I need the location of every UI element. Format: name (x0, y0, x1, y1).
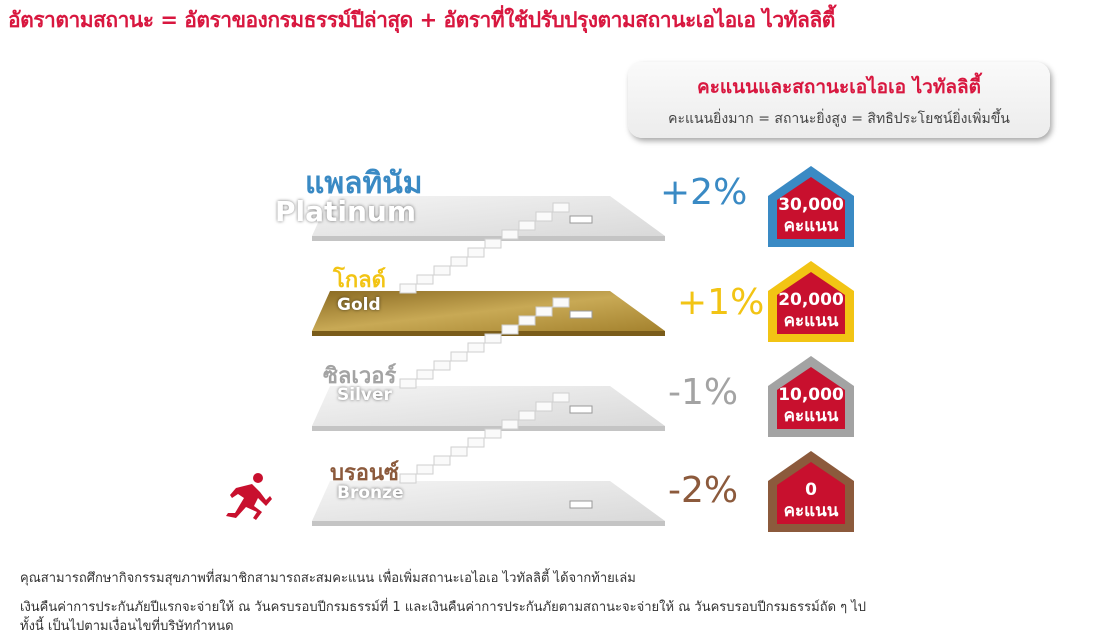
stair-step (450, 446, 468, 457)
tier-adjustment: +1% (677, 282, 765, 323)
stair-step (433, 360, 451, 371)
tier-name-en: Silver (337, 385, 392, 405)
tier-adjustment: -1% (668, 372, 739, 413)
tier-adjustment: +2% (660, 172, 748, 213)
tier-plane-edge (312, 521, 665, 526)
tier-name-en: Bronze (337, 483, 404, 503)
stair-opening (569, 405, 593, 414)
tier-name-en: Platinum (275, 195, 417, 228)
stair-step (484, 238, 502, 249)
stair-step (467, 342, 485, 353)
tier-name-en: Gold (337, 295, 381, 315)
running-person-icon (226, 473, 272, 520)
points-unit: คะแนน (783, 501, 839, 521)
tier-adjustment: -2% (668, 470, 739, 511)
page-title: อัตราตามสถานะ = อัตราของกรมธรรม์ปีล่าสุด… (8, 8, 835, 32)
points-house-badge: 30,000 คะแนน (765, 163, 857, 249)
points-house-badge: 10,000 คะแนน (765, 353, 857, 439)
points-unit: คะแนน (783, 216, 839, 236)
stair-step (450, 351, 468, 362)
points-house-badge: 0 คะแนน (765, 448, 857, 534)
tier-plane-platinum (312, 196, 665, 236)
stair-step (518, 410, 536, 421)
tier-name-th: โกลด์ (333, 268, 386, 293)
points-unit: คะแนน (783, 406, 839, 426)
points-value: 30,000 (778, 195, 844, 215)
stair-step (399, 473, 417, 484)
points-value: 10,000 (778, 385, 844, 405)
footer-note-1: คุณสามารถศึกษากิจกรรมสุขภาพที่สมาชิกสามา… (20, 571, 636, 586)
tier-plane-bronze (312, 481, 665, 521)
stair-step (535, 211, 553, 222)
stair-step (501, 419, 519, 430)
info-box-subtitle: คะแนนยิ่งมาก = สถานะยิ่งสูง = สิทธิประโย… (668, 111, 1010, 127)
stair-step (433, 455, 451, 466)
tier-name-th: แพลทินัม (305, 166, 423, 201)
tier-name-th: ซิลเวอร์ (323, 364, 397, 389)
stair-step (467, 247, 485, 258)
stair-step (416, 464, 434, 475)
stair-opening (569, 215, 593, 224)
points-value: 0 (805, 480, 817, 500)
footer-note-3: ทั้งนี้ เป็นไปตามเงื่อนไขที่บริษัทกำหนด (20, 619, 234, 634)
info-box-title: คะแนนและสถานะเอไอเอ ไวทัลลิตี้ (697, 76, 981, 98)
stair-step (501, 324, 519, 335)
footer-note-2: เงินคืนค่าการประกันภัยปีแรกจะจ่ายให้ ณ ว… (20, 600, 867, 615)
stair-step (399, 378, 417, 389)
stair-step (552, 297, 570, 308)
stair-step (399, 283, 417, 294)
stair-step (501, 229, 519, 240)
stair-step (484, 333, 502, 344)
stair-step (518, 220, 536, 231)
stair-opening (569, 310, 593, 319)
info-box: คะแนนและสถานะเอไอเอ ไวทัลลิตี้ คะแนนยิ่ง… (628, 62, 1050, 138)
stair-step (467, 437, 485, 448)
tier-name-th: บรอนซ์ (330, 461, 399, 486)
stair-opening (569, 500, 593, 509)
house-badge-icon (768, 261, 854, 342)
tier-plane-silver (312, 386, 665, 426)
house-badge-icon (768, 356, 854, 437)
stair-step (450, 256, 468, 267)
stair-step (484, 428, 502, 439)
house-badge-icon (768, 166, 854, 247)
stair-step (518, 315, 536, 326)
house-badge-icon (768, 451, 854, 532)
stair-step (433, 265, 451, 276)
stair-step (416, 274, 434, 285)
points-house-badge: 20,000 คะแนน (765, 258, 857, 344)
points-value: 20,000 (778, 290, 844, 310)
stair-step (416, 369, 434, 380)
stair-step (535, 401, 553, 412)
stair-step (552, 202, 570, 213)
stair-step (535, 306, 553, 317)
points-unit: คะแนน (783, 311, 839, 331)
stair-step (552, 392, 570, 403)
tier-plane-gold (312, 291, 665, 331)
